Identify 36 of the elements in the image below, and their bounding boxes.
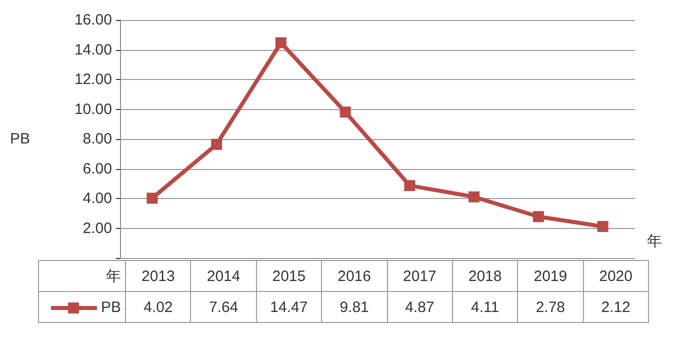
point (211, 138, 222, 150)
data-label: 7.64 (190, 292, 256, 322)
x-tick-label: 2014 (190, 260, 256, 292)
data-label: 14.47 (256, 292, 322, 322)
data-label: 2.12 (583, 292, 648, 322)
x-tick-label: 2015 (256, 260, 322, 292)
x-tick-label: 2016 (322, 260, 387, 292)
data-label: 9.81 (322, 292, 387, 322)
y-tick-label: 8.00 (82, 130, 112, 148)
y-tick-label: 14.00 (74, 41, 112, 58)
x-tick-label: 2017 (387, 260, 452, 292)
x-tick-label: 2019 (518, 260, 584, 292)
x-axis-title: 年 (38, 260, 126, 292)
point (146, 192, 158, 204)
y-tick-label: 10.00 (74, 100, 112, 118)
data-label: 4.87 (387, 292, 452, 322)
point (468, 191, 480, 202)
point (340, 106, 351, 118)
y-axis-title: PB (10, 130, 30, 148)
legend-label: PB (38, 292, 126, 322)
y-tick-label: 2.00 (82, 220, 112, 237)
point (275, 37, 286, 48)
y-tick-label: 4.00 (82, 190, 112, 207)
y-tick-label: 12.00 (74, 71, 112, 88)
point (597, 220, 608, 232)
point (532, 211, 544, 222)
point (404, 180, 416, 192)
x-tick-label: 2018 (452, 260, 518, 292)
y-tick-label: 6.00 (82, 160, 112, 178)
x-tick-label: 2020 (583, 260, 648, 292)
x-tick-label: 2013 (126, 260, 191, 292)
data-label: 2.78 (518, 292, 584, 322)
text: 年 (647, 233, 662, 250)
data-label: 4.02 (126, 292, 191, 322)
y-tick-label: 16.00 (74, 12, 112, 28)
data-label: 4.11 (452, 292, 518, 322)
